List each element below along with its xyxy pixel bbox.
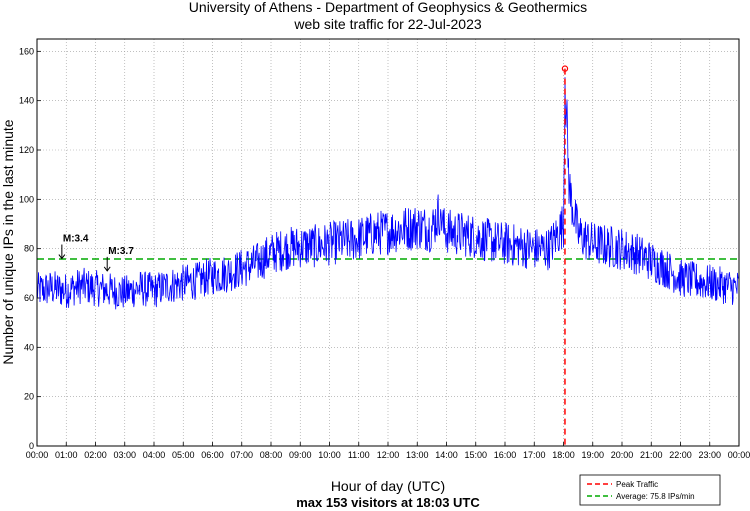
x-tick-label: 07:00 (230, 450, 253, 460)
x-tick-label: 05:00 (172, 450, 195, 460)
y-tick-label: 120 (19, 145, 34, 155)
traffic-series-line (36, 77, 740, 310)
x-tick-label: 01:00 (55, 450, 78, 460)
y-tick-label: 100 (19, 194, 34, 204)
x-tick-label: 14:00 (435, 450, 458, 460)
x-tick-label: 20:00 (611, 450, 634, 460)
annotation-label: M:3.4 (63, 234, 89, 245)
annotation-arrowhead (58, 254, 66, 260)
x-tick-label: 12:00 (377, 450, 400, 460)
legend: Peak Traffic Average: 75.8 IPs/min (579, 474, 721, 506)
x-tick-label: 10:00 (318, 450, 341, 460)
legend-peak-label: Peak Traffic (616, 480, 658, 489)
x-tick-label: 08:00 (260, 450, 283, 460)
legend-box (579, 474, 721, 506)
x-tick-label: 19:00 (581, 450, 604, 460)
x-tick-label: 09:00 (289, 450, 312, 460)
x-tick-label: 13:00 (406, 450, 429, 460)
y-tick-label: 160 (19, 46, 34, 56)
annotation-arrowhead (103, 266, 111, 272)
x-tick-label: 18:00 (552, 450, 575, 460)
x-tick-label: 02:00 (84, 450, 107, 460)
peak-marker (561, 65, 569, 72)
x-tick-label: 06:00 (201, 450, 224, 460)
y-tick-label: 80 (24, 244, 34, 254)
chart-subtitle: web site traffic for 22-Jul-2023 (293, 16, 481, 32)
annotations: M:3.4 M:3.7 (58, 234, 134, 272)
x-tick-label: 04:00 (143, 450, 166, 460)
summary-text: max 153 visitors at 18:03 UTC (296, 495, 480, 510)
x-tick-label: 03:00 (113, 450, 136, 460)
grid-lines (37, 39, 739, 446)
x-tick-label: 22:00 (669, 450, 692, 460)
x-tick-label: 17:00 (523, 450, 546, 460)
x-tick-label: 11:00 (348, 450, 370, 460)
y-tick-label: 140 (19, 96, 34, 106)
y-tick-label: 60 (24, 293, 34, 303)
x-tick-label: 00:00 (728, 450, 750, 460)
annotation-label: M:3.7 (108, 246, 134, 257)
x-tick-label: 23:00 (698, 450, 721, 460)
x-tick-label: 16:00 (494, 450, 517, 460)
chart-title: University of Athens - Department of Geo… (189, 0, 587, 15)
x-axis-ticks: 00:00 01:00 02:00 03:00 04:00 05:00 06:00 07:00… (26, 442, 750, 460)
x-tick-label: 15:00 (464, 450, 487, 460)
x-tick-label: 21:00 (640, 450, 663, 460)
x-tick-label: 00:00 (26, 450, 49, 460)
y-axis-label: Number of unique IPs in the last minute (0, 119, 16, 364)
y-tick-label: 0 (29, 441, 34, 451)
plot-frame (36, 38, 740, 447)
x-axis-label: Hour of day (UTC) (331, 478, 445, 494)
legend-average-label: Average: 75.8 IPs/min (616, 492, 695, 501)
y-tick-label: 20 (24, 392, 34, 402)
y-tick-label: 40 (24, 342, 34, 352)
y-axis-ticks: 0 20 40 60 80 100 120 140 160 (19, 46, 41, 451)
